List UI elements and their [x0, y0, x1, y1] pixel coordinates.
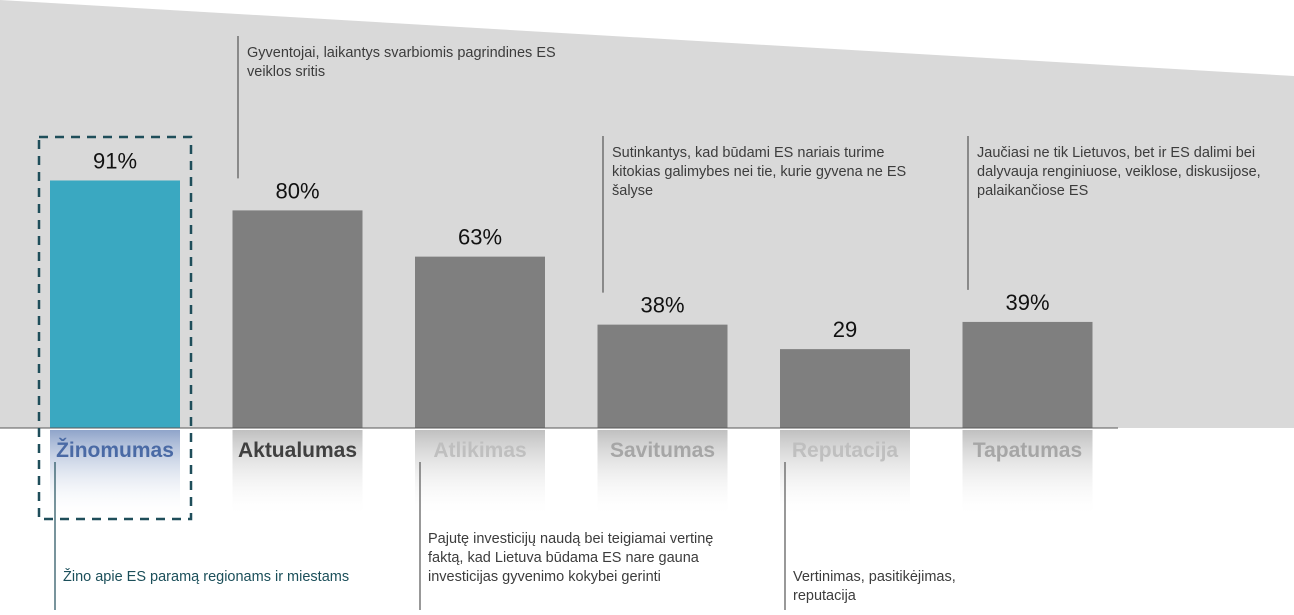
bar-reflection-aktualumas — [232, 430, 363, 518]
annotation-zinomumas: Žino apie ES paramą regionams ir miestam… — [63, 569, 350, 585]
value-label-aktualumas: 80% — [275, 178, 319, 203]
category-label-aktualumas: Aktualumas — [238, 439, 357, 462]
value-label-savitumas: 38% — [640, 293, 684, 318]
category-label-tapatumas: Tapatumas — [973, 439, 1082, 462]
category-label-savitumas: Savitumas — [610, 439, 715, 462]
bar-savitumas — [597, 324, 728, 428]
bar-reflection-savitumas — [597, 430, 728, 518]
annotation-aktualumas: Gyventojai, laikantys svarbiomis pagrind… — [247, 45, 556, 80]
bar-atlikimas — [415, 256, 545, 428]
bar-reflection-reputacija — [780, 430, 910, 518]
annotation-tapatumas: Jaučiasi ne tik Lietuvos, bet ir ES dali… — [977, 145, 1261, 199]
bar-reflection-atlikimas — [415, 430, 545, 518]
bar-reflection-zinomumas — [50, 430, 180, 518]
value-label-reputacija: 29 — [833, 317, 857, 342]
annotation-savitumas: Sutinkantys, kad būdami ES nariais turim… — [612, 145, 907, 199]
value-label-atlikimas: 63% — [458, 225, 502, 250]
value-label-tapatumas: 39% — [1005, 290, 1049, 315]
highlight-dashed-box — [37, 135, 193, 521]
category-label-atlikimas: Atlikimas — [433, 439, 526, 462]
bar-reputacija — [780, 349, 910, 428]
bar-zinomumas — [50, 180, 180, 428]
annotation-atlikimas: Pajutę investicijų naudą bei teigiamai v… — [428, 531, 714, 585]
bar-tapatumas — [962, 321, 1093, 428]
category-label-reputacija: Reputacija — [792, 439, 899, 462]
category-label-zinomumas: Žinomumas — [56, 438, 174, 462]
annotation-reputacija: Vertinimas, pasitikėjimas, reputacija — [793, 569, 956, 604]
value-label-zinomumas: 91% — [93, 148, 137, 173]
bar-reflection-tapatumas — [962, 430, 1093, 518]
bar-aktualumas — [232, 210, 363, 428]
